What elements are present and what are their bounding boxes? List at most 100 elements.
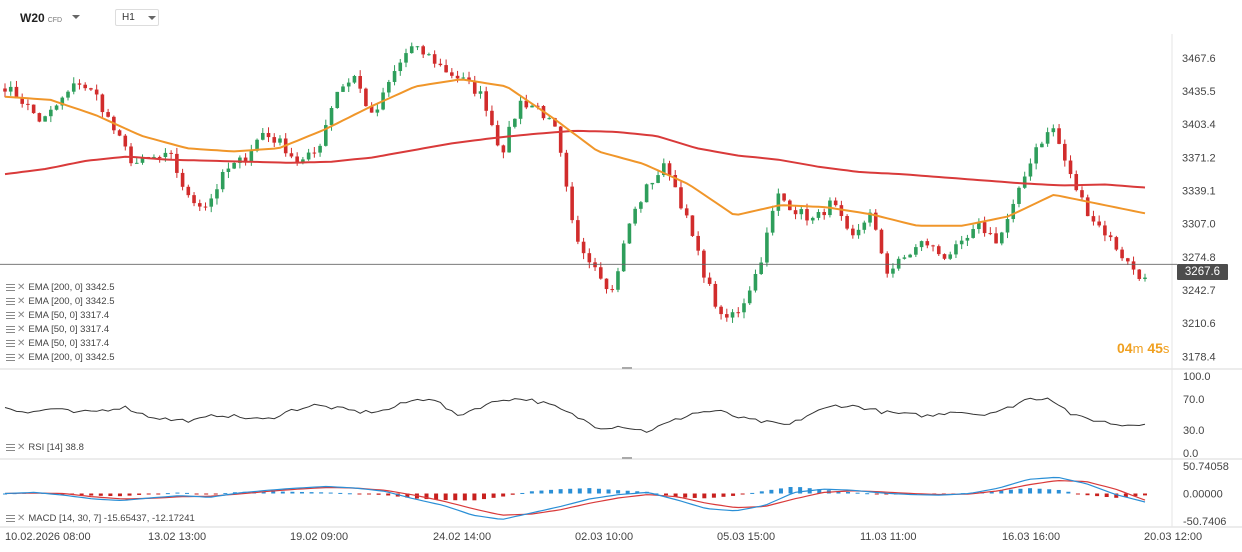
candle-body — [3, 88, 7, 92]
menu-icon[interactable] — [6, 326, 15, 333]
macd-histogram-bar — [731, 493, 736, 496]
candle-body — [31, 104, 36, 114]
candle-body — [243, 157, 248, 162]
macd-histogram-bar — [539, 490, 544, 494]
macd-histogram-bar — [1104, 493, 1109, 497]
ema-legend-params: [50, 0] — [51, 324, 78, 335]
symbol-selector[interactable]: W20 CFD — [20, 11, 62, 25]
price-axis-tick: 3274.8 — [1182, 252, 1216, 264]
candle-body — [598, 267, 603, 279]
macd-histogram-bar — [347, 493, 352, 495]
candle-body — [89, 88, 93, 90]
candle-body — [925, 241, 930, 246]
candle-body — [134, 162, 139, 164]
macd-histogram-bar — [510, 493, 515, 495]
menu-icon[interactable] — [6, 444, 15, 451]
macd-histogram-bar — [156, 493, 161, 495]
candle-body — [851, 228, 855, 236]
rsi-legend: ✕ RSI [14] 38.8 — [6, 441, 84, 455]
candle-body — [616, 271, 620, 290]
candle-body — [633, 208, 637, 224]
ema-legend-params: [200, 0] — [51, 352, 83, 363]
menu-icon[interactable] — [6, 312, 15, 319]
candle-body — [77, 83, 82, 85]
candle-body — [753, 273, 758, 291]
ema-legend-label: EMA — [28, 324, 49, 335]
time-axis-tick: 11.03 11:00 — [860, 531, 916, 543]
close-icon[interactable]: ✕ — [17, 338, 26, 349]
menu-icon[interactable] — [6, 354, 15, 361]
candle-body — [238, 157, 242, 163]
candle-body — [192, 195, 196, 204]
candle-body — [719, 306, 723, 315]
candle-body — [220, 171, 225, 190]
candle-body — [919, 241, 924, 248]
candle-body — [175, 153, 179, 173]
macd-histogram-bar — [3, 493, 7, 495]
candle-body — [684, 208, 689, 216]
ema-legend-params: [50, 0] — [51, 338, 78, 349]
candle-body — [369, 106, 374, 113]
macd-histogram-bar — [1028, 488, 1033, 494]
price-axis-tick: 3467.6 — [1182, 53, 1216, 65]
macd-histogram-bar — [434, 493, 439, 500]
candle-body — [329, 108, 334, 126]
candle-body — [8, 86, 13, 92]
candle-body — [1005, 219, 1010, 233]
price-axis-tick: 3210.6 — [1182, 318, 1216, 330]
macd-histogram-bar — [874, 493, 879, 495]
candle-body — [318, 145, 322, 153]
ema-legend-value: 3342.5 — [85, 352, 115, 363]
timeframe-selector[interactable]: H1 — [115, 9, 159, 26]
macd-histogram-bar — [204, 493, 209, 495]
candle-body — [472, 81, 477, 94]
close-icon[interactable]: ✕ — [17, 310, 26, 321]
candle-body — [627, 223, 632, 244]
candle-body — [392, 71, 397, 82]
timer-minutes: 04 — [1117, 340, 1133, 356]
close-icon[interactable]: ✕ — [17, 282, 26, 293]
candle-body — [776, 193, 781, 211]
candle-body — [226, 168, 231, 172]
macd-line — [4, 476, 1146, 520]
macd-histogram-bar — [625, 490, 630, 494]
candle-body — [455, 75, 460, 79]
price-axis-tick: 3339.1 — [1182, 186, 1216, 198]
symbol-dropdown-icon[interactable] — [72, 15, 80, 19]
ema-legend-params: [200, 0] — [51, 282, 83, 293]
macd-histogram-bar — [1114, 493, 1119, 498]
macd-histogram-bar — [309, 492, 314, 494]
candle-body — [1120, 249, 1124, 259]
macd-histogram-bar — [750, 492, 755, 494]
menu-icon[interactable] — [6, 284, 15, 291]
close-icon[interactable]: ✕ — [17, 442, 26, 453]
time-axis-tick: 05.03 15:00 — [717, 531, 775, 543]
candle-body — [742, 303, 746, 313]
macd-histogram-bar — [664, 493, 669, 496]
macd-histogram-bar — [232, 492, 237, 494]
menu-icon[interactable] — [6, 298, 15, 305]
candle-body — [1091, 216, 1096, 222]
macd-histogram-bar — [692, 493, 697, 498]
menu-icon[interactable] — [6, 340, 15, 347]
candle-body — [765, 232, 769, 263]
candle-body — [553, 118, 557, 127]
time-axis-tick: 13.02 13:00 — [148, 531, 206, 543]
menu-icon[interactable] — [6, 515, 15, 522]
candle-body — [427, 54, 431, 56]
candle-body — [713, 283, 718, 307]
ema-legend-row: ✕ EMA [50, 0] 3317.4 — [6, 323, 109, 337]
pane-resize-handle — [622, 457, 632, 459]
symbol-name: W20 — [20, 11, 45, 25]
candle-body — [982, 222, 987, 234]
close-icon[interactable]: ✕ — [17, 513, 26, 524]
close-icon[interactable]: ✕ — [17, 296, 26, 307]
chart-toolbar: W20 CFD H1 — [0, 0, 1242, 34]
close-icon[interactable]: ✕ — [17, 324, 26, 335]
candle-body — [868, 212, 872, 223]
close-icon[interactable]: ✕ — [17, 352, 26, 363]
candle-body — [54, 105, 59, 110]
candle-body — [1051, 128, 1056, 133]
ema-legend-label: EMA — [28, 310, 49, 321]
